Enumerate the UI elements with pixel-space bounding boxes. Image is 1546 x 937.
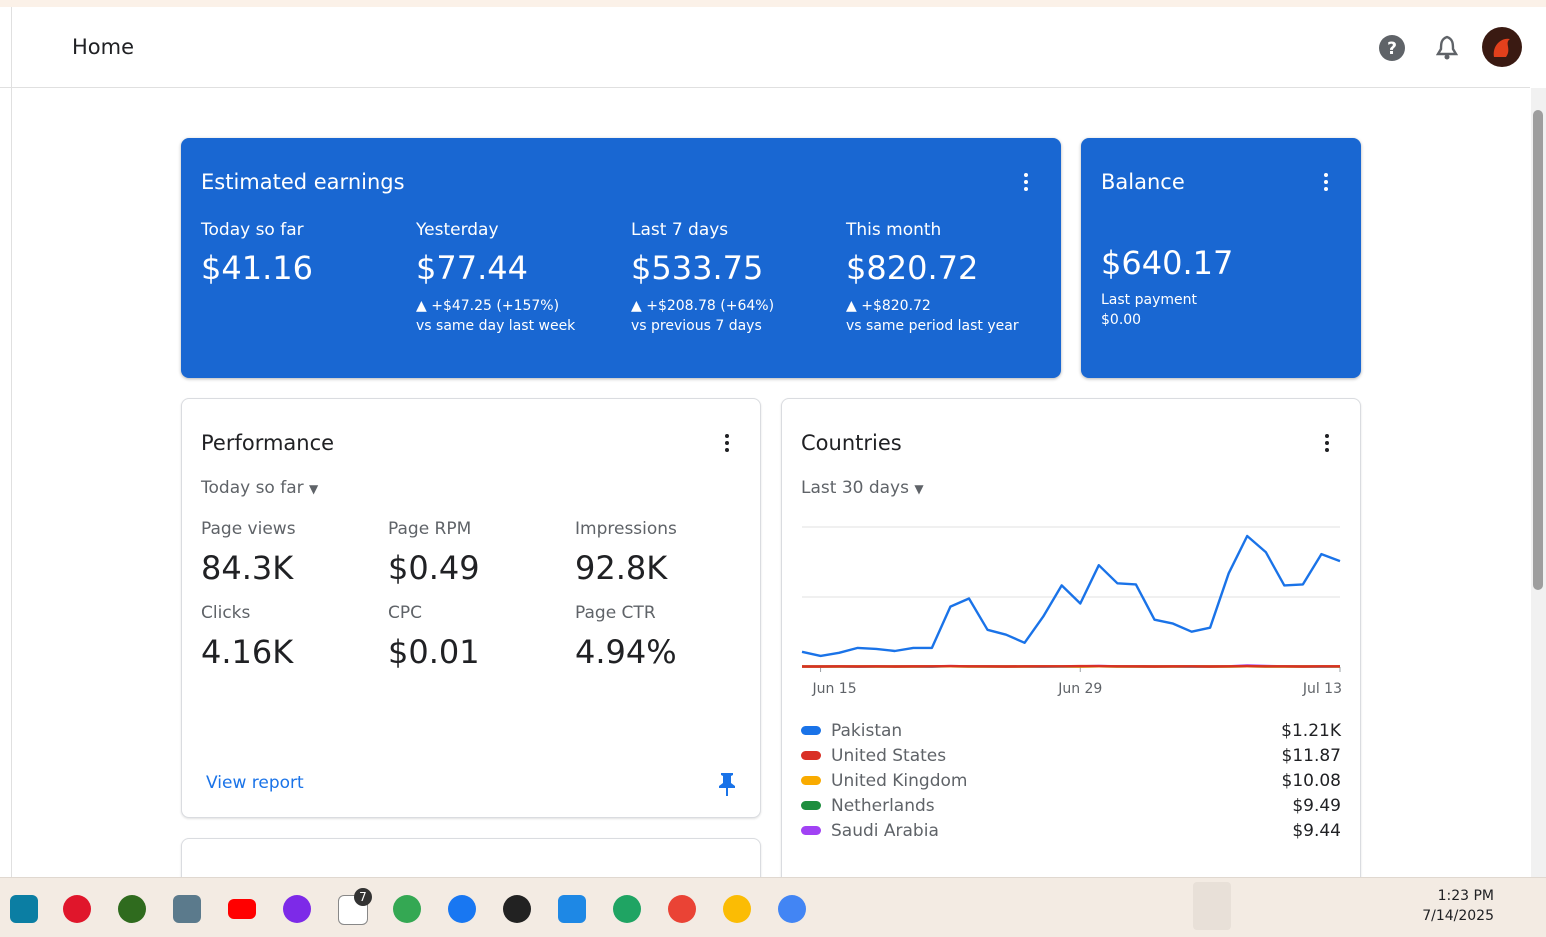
metric-label: Impressions: [575, 519, 677, 539]
menu-button[interactable]: [1325, 434, 1329, 455]
app-icon[interactable]: [723, 895, 751, 923]
legend-name: United States: [831, 746, 946, 766]
period-select[interactable]: Last 30 days ▼: [801, 478, 924, 498]
metric-value: 4.94%: [575, 633, 677, 671]
app-icon[interactable]: [613, 895, 641, 923]
legend-total: $9.49: [1292, 796, 1341, 816]
app-icon[interactable]: [558, 895, 586, 923]
menu-button[interactable]: [725, 434, 729, 455]
app-icon[interactable]: [778, 895, 806, 923]
metric-label: Yesterday: [416, 220, 499, 240]
metric-value: 84.3K: [201, 549, 293, 587]
app-icon[interactable]: [668, 895, 696, 923]
notifications-icon[interactable]: [1436, 35, 1458, 61]
page-title: Home: [72, 35, 134, 59]
app-icon[interactable]: [173, 895, 201, 923]
menu-button[interactable]: [1324, 173, 1328, 194]
countries-chart: Jun 15 Jun 29 Jul 13 Pakistan $1.21K United S…: [781, 510, 1361, 850]
metric-change: ▲ +$47.25 (+157%): [416, 296, 559, 316]
metric-comparison: vs previous 7 days: [631, 316, 762, 336]
card-title: Estimated earnings: [201, 170, 405, 194]
metric-comparison: vs same period last year: [846, 316, 1019, 336]
app-icon[interactable]: [118, 895, 146, 923]
app-icon[interactable]: [448, 895, 476, 923]
badge: 7: [354, 888, 372, 906]
legend-swatch: [801, 726, 821, 735]
legend-name: Netherlands: [831, 796, 935, 816]
pin-icon[interactable]: [718, 771, 736, 797]
app-icon[interactable]: [283, 895, 311, 923]
metric-value: $41.16: [201, 249, 313, 287]
period-label: Today so far: [201, 478, 304, 498]
metric-value: $77.44: [416, 249, 528, 287]
top-strip: [0, 0, 1546, 7]
tray-highlight[interactable]: [1193, 882, 1231, 930]
card-title: Balance: [1101, 170, 1185, 194]
metric-label: Page RPM: [388, 519, 471, 539]
balance-card: Balance $640.17 Last payment $0.00: [1081, 138, 1361, 378]
card-title: Performance: [201, 431, 334, 455]
x-tick-label: Jun 29: [1057, 681, 1102, 697]
metric-label: Page CTR: [575, 603, 656, 623]
metric-label: Last 7 days: [631, 220, 728, 240]
legend-total: $10.08: [1282, 771, 1341, 791]
legend-total: $9.44: [1292, 821, 1341, 841]
metric-value: $0.49: [388, 549, 480, 587]
app-icon[interactable]: [393, 895, 421, 923]
scrollbar[interactable]: [1531, 88, 1546, 877]
legend-swatch: [801, 826, 821, 835]
period-label: Last 30 days: [801, 478, 909, 498]
clock-date: 7/14/2025: [1414, 908, 1494, 924]
help-icon[interactable]: ?: [1379, 35, 1405, 61]
metric-label: This month: [846, 220, 941, 240]
view-report-link[interactable]: View report: [206, 773, 304, 793]
taskbar: 7 1:23 PM 7/14/2025: [0, 877, 1546, 937]
metric-label: Clicks: [201, 603, 250, 623]
legend-total: $1.21K: [1281, 721, 1342, 741]
side-rail: [11, 7, 12, 877]
metric-change: ▲ +$820.72: [846, 296, 931, 316]
legend-swatch: [801, 776, 821, 785]
header: Home ?: [0, 7, 1530, 88]
last-payment-label: Last payment: [1101, 290, 1197, 310]
metric-label: Today so far: [201, 220, 304, 240]
legend-name: United Kingdom: [831, 771, 967, 791]
performance-card: Performance Today so far ▼ Page views 84.…: [181, 398, 761, 818]
svg-text:?: ?: [1387, 39, 1397, 59]
last-payment-value: $0.00: [1101, 310, 1141, 330]
legend-swatch: [801, 751, 821, 760]
legend-name: Saudi Arabia: [831, 821, 939, 841]
metric-change: ▲ +$208.78 (+64%): [631, 296, 774, 316]
legend-name: Pakistan: [831, 721, 902, 741]
clock-time: 1:23 PM: [1414, 888, 1494, 904]
legend-total: $11.87: [1282, 746, 1341, 766]
metric-label: Page views: [201, 519, 296, 539]
menu-button[interactable]: [1024, 173, 1028, 194]
series-line: [802, 536, 1340, 656]
earnings-card: Estimated earnings Today so far $41.16 Yes…: [181, 138, 1061, 378]
app-icon[interactable]: [63, 895, 91, 923]
avatar[interactable]: [1482, 27, 1522, 67]
x-tick-label: Jul 13: [1302, 681, 1342, 697]
balance-value: $640.17: [1101, 244, 1233, 282]
metric-value: $820.72: [846, 249, 978, 287]
metric-value: $533.75: [631, 249, 763, 287]
scroll-thumb[interactable]: [1533, 110, 1543, 590]
card-title: Countries: [801, 431, 902, 455]
metric-value: 4.16K: [201, 633, 293, 671]
legend-swatch: [801, 801, 821, 810]
metric-label: CPC: [388, 603, 422, 623]
period-select[interactable]: Today so far ▼: [201, 478, 318, 498]
x-tick-label: Jun 15: [811, 681, 856, 697]
metric-value: 92.8K: [575, 549, 667, 587]
app-icon[interactable]: [503, 895, 531, 923]
app-icon[interactable]: [228, 899, 256, 919]
app-icon[interactable]: [10, 895, 38, 923]
metric-comparison: vs same day last week: [416, 316, 575, 336]
metric-value: $0.01: [388, 633, 480, 671]
